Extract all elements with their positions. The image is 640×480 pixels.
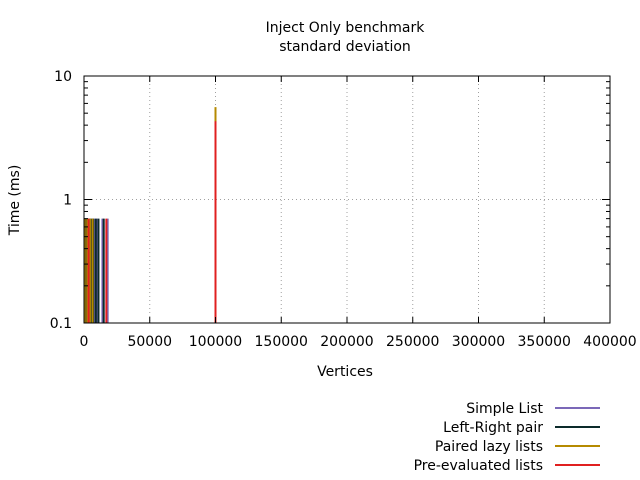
y-tick-label: 1 [63, 193, 72, 209]
y-tick-label: 0.1 [50, 316, 72, 332]
x-tick-label: 150000 [255, 334, 308, 350]
x-tick-label: 350000 [518, 334, 571, 350]
chart-subtitle: standard deviation [279, 39, 411, 55]
x-tick-label: 50000 [127, 334, 172, 350]
x-axis: 0 50000 100000 150000 200000 250000 300000 3500… [80, 76, 637, 350]
x-tick-label: 400000 [583, 334, 636, 350]
legend-label: Simple List [466, 401, 543, 417]
x-axis-label: Vertices [317, 364, 373, 380]
x-tick-label: 200000 [320, 334, 373, 350]
y-tick-label: 10 [54, 69, 72, 85]
y-axis: 0.1 1 10 [50, 69, 610, 332]
x-tick-label: 0 [80, 334, 89, 350]
legend-label: Pre-evaluated lists [414, 458, 543, 474]
x-tick-label: 100000 [189, 334, 242, 350]
bars [83, 107, 217, 323]
legend: Simple List Left-Right pair Paired lazy li… [414, 401, 600, 474]
x-tick-label: 250000 [386, 334, 439, 350]
legend-label: Paired lazy lists [435, 439, 543, 455]
plot-border [83, 75, 611, 324]
x-tick-label: 300000 [452, 334, 505, 350]
grid [84, 76, 610, 323]
y-axis-label: Time (ms) [7, 165, 23, 237]
chart-title: Inject Only benchmark [266, 20, 426, 36]
legend-label: Left-Right pair [443, 420, 543, 436]
